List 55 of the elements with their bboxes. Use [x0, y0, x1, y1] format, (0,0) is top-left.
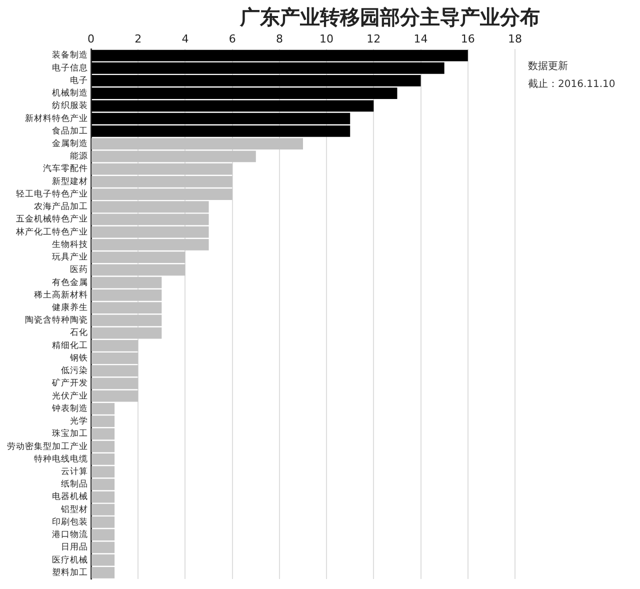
x-tick-label: 14 — [414, 32, 428, 46]
x-tick-label: 8 — [276, 32, 283, 46]
x-tick-label: 16 — [460, 32, 475, 46]
y-tick-label: 铝型材 — [60, 504, 88, 515]
y-tick-label: 日用品 — [61, 542, 88, 553]
y-tick-label: 低污染 — [61, 365, 88, 376]
x-tick-label: 2 — [134, 32, 142, 46]
y-tick-label: 能源 — [70, 150, 88, 162]
y-tick-label: 汽车零配件 — [43, 163, 88, 174]
y-tick-label: 玩具产业 — [52, 252, 88, 263]
y-tick-label: 钟表制造 — [51, 402, 88, 414]
y-tick-label: 电器机械 — [52, 491, 88, 502]
y-tick-label: 精细化工 — [52, 340, 88, 351]
y-tick-label: 劳动密集型加工产业 — [7, 440, 88, 452]
x-tick-label: 0 — [88, 32, 94, 46]
y-tick-label: 云计算 — [61, 466, 88, 477]
y-tick-label: 稀土高新材料 — [34, 289, 88, 300]
y-tick-label: 光伏产业 — [52, 390, 88, 402]
y-tick-label: 医疗机械 — [52, 554, 88, 566]
y-tick-label: 食品加工 — [52, 125, 88, 136]
y-tick-label: 健康养生 — [52, 302, 88, 313]
y-tick-label: 矿产开发 — [51, 378, 88, 389]
y-tick-label: 新材料特色产业 — [25, 112, 88, 124]
y-tick-label: 珠宝加工 — [52, 428, 88, 440]
text: 截止：2016.11.10 — [528, 78, 616, 92]
x-tick-label: 10 — [320, 32, 334, 46]
y-tick-label: 有色金属 — [52, 276, 88, 288]
y-tick-label: 电子信息 — [52, 62, 88, 74]
y-tick-label: 农海产品加工 — [34, 201, 88, 212]
y-tick-label: 纺织服装 — [52, 100, 88, 112]
x-tick-label: 12 — [366, 32, 381, 46]
y-tick-label: 钢铁 — [69, 352, 88, 364]
y-tick-label: 装备制造 — [52, 50, 88, 61]
y-tick-label: 港口物流 — [52, 529, 88, 540]
y-tick-label: 新型建材 — [52, 176, 88, 187]
y-tick-label: 陶瓷含特种陶瓷 — [25, 314, 88, 326]
y-tick-label: 机械制造 — [52, 88, 88, 99]
y-tick-label: 塑料加工 — [52, 566, 88, 578]
x-tick-label: 4 — [182, 32, 189, 46]
y-tick-label: 轻工电子特色产业 — [16, 188, 88, 200]
y-tick-label: 印刷包装 — [52, 516, 88, 528]
text: 数据更新 — [528, 60, 569, 74]
y-tick-label: 纸制品 — [61, 478, 88, 490]
y-tick-label: 光学 — [70, 416, 88, 427]
y-tick-label: 特种电线电缆 — [34, 453, 88, 464]
y-tick-label: 五金机械特色产业 — [16, 214, 88, 225]
y-tick-label: 医药 — [70, 264, 88, 276]
y-tick-label: 石化 — [70, 327, 88, 338]
y-tick-label: 生物科技 — [52, 238, 88, 250]
y-tick-label: 林产化工特色产业 — [15, 226, 88, 238]
x-tick-label: 18 — [508, 32, 522, 46]
y-tick-label: 电子 — [70, 74, 88, 86]
x-tick-label: 6 — [228, 32, 236, 46]
chart-title: 广东产业转移园部分主导产业分布 — [238, 4, 541, 31]
y-tick-label: 金属制造 — [52, 138, 88, 150]
